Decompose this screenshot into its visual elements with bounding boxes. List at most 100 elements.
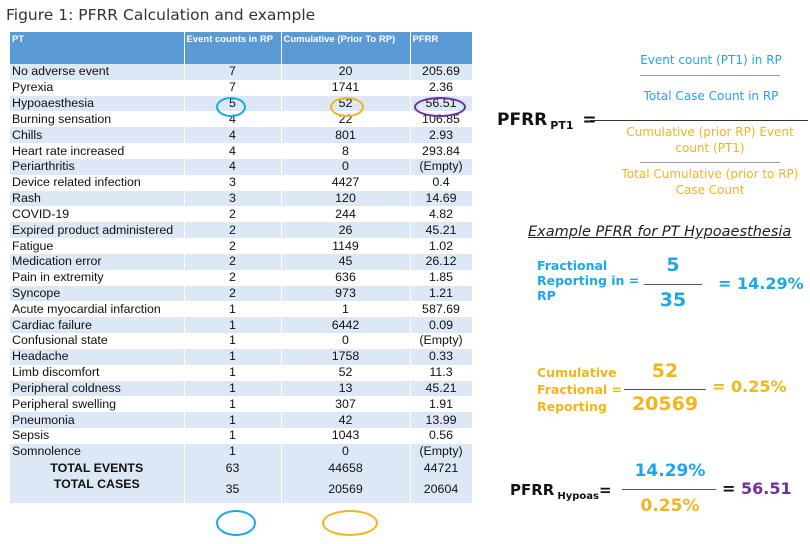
formula-equals: = xyxy=(582,110,597,130)
cell-pfrr: 1.21 xyxy=(410,285,473,302)
fractional-numerator: 5 xyxy=(666,254,680,276)
cell-cumulative: 120 xyxy=(281,190,411,207)
cell-pt: Expired product administered xyxy=(10,222,185,239)
table-row: Peripheral swelling 1 307 1.91 xyxy=(10,396,473,413)
cell-pt: Device related infection xyxy=(10,174,185,191)
final-lhs-text: PFRR xyxy=(510,481,555,499)
cell-pfrr: (Empty) xyxy=(410,158,473,175)
table-row: Chills 4 801 2.93 xyxy=(10,127,473,144)
table-row: Syncope 2 973 1.21 xyxy=(10,285,473,302)
final-rule xyxy=(622,489,716,490)
cell-cumulative: 1758 xyxy=(281,348,411,365)
cumulative-numerator: 52 xyxy=(651,360,679,382)
cell-pfrr: 205.69 xyxy=(410,64,473,80)
header-pt: PT xyxy=(10,32,185,64)
table-row: Periarthritis 4 0 (Empty) xyxy=(10,158,473,175)
cell-pt: Pain in extremity xyxy=(10,269,185,286)
cell-pfrr: 587.69 xyxy=(410,301,473,318)
cell-cumulative: 801 xyxy=(281,127,411,144)
formula-denominator-top-line2: count (PT1) xyxy=(675,141,745,155)
final-result: = 56.51 xyxy=(722,479,792,498)
fractional-label-line3: RP xyxy=(537,288,556,303)
table-row: Peripheral coldness 1 13 45.21 xyxy=(10,380,473,397)
cell-event-count: 2 xyxy=(184,285,282,302)
cell-event-count: 1 xyxy=(184,428,282,444)
cell-pfrr: 1.02 xyxy=(410,238,473,254)
cell-pt: Fatigue xyxy=(10,238,185,254)
cumulative-result: = 0.25% xyxy=(712,377,787,396)
table-row: Limb discomfort 1 52 11.3 xyxy=(10,364,473,381)
cell-event-count: 2 xyxy=(184,222,282,239)
cell-cumulative: 244 xyxy=(281,206,411,223)
table-row: Sepsis 1 1043 0.56 xyxy=(10,428,473,444)
cell-event-count: 2 xyxy=(184,206,282,223)
final-result-equals: = xyxy=(722,479,736,498)
cell-event-count: 4 xyxy=(184,158,282,175)
cell-event-count: 1 xyxy=(184,317,282,334)
cell-pfrr: 2.93 xyxy=(410,127,473,144)
cell-pt: Hypoaesthesia xyxy=(10,95,185,112)
cell-pt: Medication error xyxy=(10,253,185,270)
table-row: Expired product administered 2 26 45.21 xyxy=(10,222,473,239)
cell-event-count: 2 xyxy=(184,253,282,270)
table-row: Somnolence 1 0 (Empty) xyxy=(10,443,473,460)
fractional-denominator: 35 xyxy=(659,289,687,311)
cell-event-count: 4 xyxy=(184,127,282,144)
cell-cumulative: 26 xyxy=(281,222,411,239)
cumulative-label-line3: Reporting xyxy=(537,399,607,414)
cell-event-count: 1 xyxy=(184,301,282,318)
cell-event-count: 4 xyxy=(184,143,282,159)
cell-event-count: 1 xyxy=(184,380,282,397)
cell-event-count: 1 xyxy=(184,443,282,460)
cell-pfrr: 45.21 xyxy=(410,222,473,239)
cumulative-label-line1: Cumulative xyxy=(537,365,617,380)
cumulative-label: Cumulative Fractional = Reporting xyxy=(537,364,622,415)
cell-cumulative: 1043 xyxy=(281,428,411,444)
cell-pfrr: 1.85 xyxy=(410,269,473,286)
table-row: Heart rate increased 4 8 293.84 xyxy=(10,143,473,159)
figure-title: Figure 1: PFRR Calculation and example xyxy=(6,6,316,24)
cell-pt: Syncope xyxy=(10,285,185,302)
cumulative-rule xyxy=(624,389,706,390)
highlight-circle-pfrr-56 xyxy=(414,97,466,117)
cell-event-count: 4 xyxy=(184,111,282,128)
table-header-row: PT Event counts in RP Cumulative (Prior … xyxy=(10,32,473,64)
cell-cumulative: 973 xyxy=(281,285,411,302)
header-cumulative: Cumulative (Prior To RP) xyxy=(281,32,411,64)
cell-pfrr: 4.82 xyxy=(410,206,473,223)
formula-inner-rule-1 xyxy=(640,75,780,76)
total-cases-row: TOTAL CASES 35 20569 20604 xyxy=(10,476,473,503)
pfrr-table: PT Event counts in RP Cumulative (Prior … xyxy=(10,32,473,503)
cell-cumulative: 1 xyxy=(281,301,411,318)
cell-cumulative: 6442 xyxy=(281,317,411,334)
cell-event-count: 7 xyxy=(184,64,282,80)
header-event-counts: Event counts in RP xyxy=(184,32,282,64)
cell-event-count: 2 xyxy=(184,238,282,254)
total-events-pfrr: 44721 xyxy=(410,459,473,477)
cell-pfrr: 0.09 xyxy=(410,317,473,334)
fractional-label-line2: Reporting in = xyxy=(537,273,640,288)
cell-pt: Heart rate increased xyxy=(10,143,185,159)
fractional-rule xyxy=(644,284,702,285)
highlight-circle-cases-35 xyxy=(216,510,256,536)
cell-pfrr: 11.3 xyxy=(410,364,473,381)
final-numerator: 14.29% xyxy=(634,461,706,481)
cell-pt: Pyrexia xyxy=(10,79,185,96)
total-cases-pfrr: 20604 xyxy=(410,476,473,503)
cell-event-count: 7 xyxy=(184,79,282,96)
table-row: Pain in extremity 2 636 1.85 xyxy=(10,269,473,286)
table-row: Rash 3 120 14.69 xyxy=(10,190,473,207)
fractional-result: = 14.29% xyxy=(718,274,804,293)
cell-cumulative: 0 xyxy=(281,443,411,460)
cell-pt: Pneumonia xyxy=(10,412,185,429)
table-row: Medication error 2 45 26.12 xyxy=(10,253,473,270)
fractional-label-line1: Fractional xyxy=(537,258,608,273)
formula-numerator-top: Event count (PT1) in RP xyxy=(640,53,782,67)
cell-pt: Cardiac failure xyxy=(10,317,185,334)
header-pfrr: PFRR xyxy=(410,32,473,64)
cell-pfrr: 106.85 xyxy=(410,111,473,128)
cell-event-count: 3 xyxy=(184,190,282,207)
formula-numerator-bottom: Total Case Count in RP xyxy=(643,89,779,103)
total-events-row: TOTAL EVENTS 63 44658 44721 xyxy=(10,459,473,477)
table-row: Acute myocardial infarction 1 1 587.69 xyxy=(10,301,473,318)
